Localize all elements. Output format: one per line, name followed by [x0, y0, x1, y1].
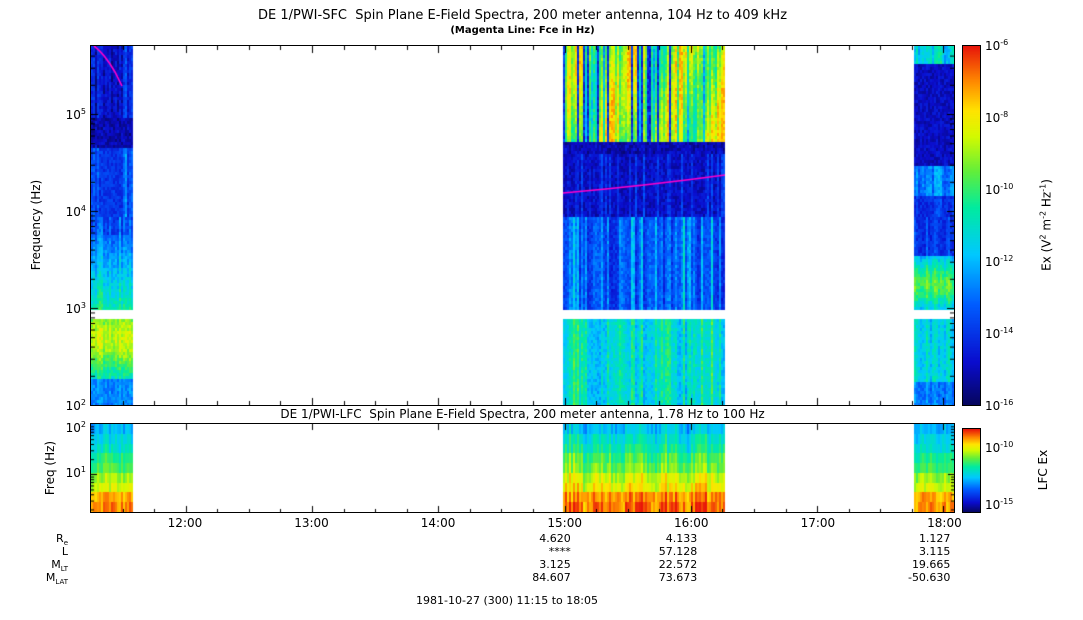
time-tick-label: 13:00	[294, 516, 329, 530]
sfc-colorbar-tick-label: 10-10	[985, 182, 1014, 197]
lfc-colorbar-tick-label: 10-15	[985, 497, 1014, 512]
sfc-colorbar-tick-label: 10-12	[985, 254, 1014, 269]
time-tick-label: 18:00	[927, 516, 962, 530]
time-tick-label: 15:00	[547, 516, 582, 530]
lfc-title: DE 1/PWI-LFC Spin Plane E-Field Spectra,…	[280, 407, 765, 421]
ephemeris-row-label: L	[61, 545, 68, 558]
lfc-colorbar	[962, 428, 981, 513]
ephemeris-value: 57.128	[658, 545, 698, 558]
sfc-colorbar	[962, 45, 981, 406]
time-tick-label: 17:00	[800, 516, 836, 530]
ephemeris-value: 19.665	[911, 558, 951, 571]
sfc-spectrogram-canvas	[91, 46, 954, 405]
ephemeris-row-label: MLT	[51, 558, 68, 574]
sfc-colorbar-tick-label: 10-6	[985, 38, 1009, 53]
sfc-y-axis-label: Frequency (Hz)	[29, 179, 43, 271]
sfc-colorbar-tick-label: 10-8	[985, 110, 1009, 125]
sfc-colorbar-label: Ex (V2 m-2 Hz-1)	[1038, 179, 1054, 271]
sfc-y-tick-label: 102	[65, 398, 86, 413]
sfc-title: DE 1/PWI-SFC Spin Plane E-Field Spectra,…	[257, 8, 788, 23]
ephemeris-value: -50.630	[907, 571, 951, 584]
lfc-spectrogram-canvas	[91, 424, 954, 512]
ephemeris-value: 3.115	[918, 545, 951, 558]
ephemeris-row-label: Re	[56, 532, 68, 548]
sfc-colorbar-gradient	[963, 46, 980, 405]
ephemeris-value: 84.607	[532, 571, 571, 584]
lfc-y-tick-label: 101	[65, 465, 86, 480]
time-tick-label: 16:00	[673, 516, 709, 530]
lfc-colorbar-tick-label: 10-10	[985, 440, 1014, 455]
sfc-y-tick-label: 105	[65, 107, 86, 122]
ephemeris-value: 22.572	[658, 558, 698, 571]
date-range-label: 1981-10-27 (300) 11:15 to 18:05	[416, 594, 598, 607]
ephemeris-value: 4.133	[665, 532, 698, 545]
sfc-subtitle: (Magenta Line: Fce in Hz)	[450, 25, 595, 36]
sfc-y-tick-label: 104	[65, 204, 86, 219]
time-tick-label: 14:00	[420, 516, 456, 530]
ephemeris-value: 3.125	[539, 558, 571, 571]
sfc-plot-area	[90, 45, 955, 406]
time-tick-label: 12:00	[167, 516, 203, 530]
ephemeris-value: 1.127	[918, 532, 951, 545]
sfc-y-tick-label: 103	[65, 301, 86, 316]
ephemeris-value: 73.673	[658, 571, 698, 584]
lfc-y-tick-label: 102	[65, 420, 86, 435]
ephemeris-value: ****	[548, 545, 571, 558]
ephemeris-row-label: MLAT	[45, 571, 68, 587]
ephemeris-value: 4.620	[539, 532, 571, 545]
lfc-colorbar-gradient	[963, 429, 980, 512]
sfc-colorbar-tick-label: 10-14	[985, 326, 1014, 341]
sfc-colorbar-tick-label: 10-16	[985, 398, 1014, 413]
lfc-colorbar-label: LFC Ex	[1036, 449, 1050, 491]
lfc-plot-area	[90, 423, 955, 513]
